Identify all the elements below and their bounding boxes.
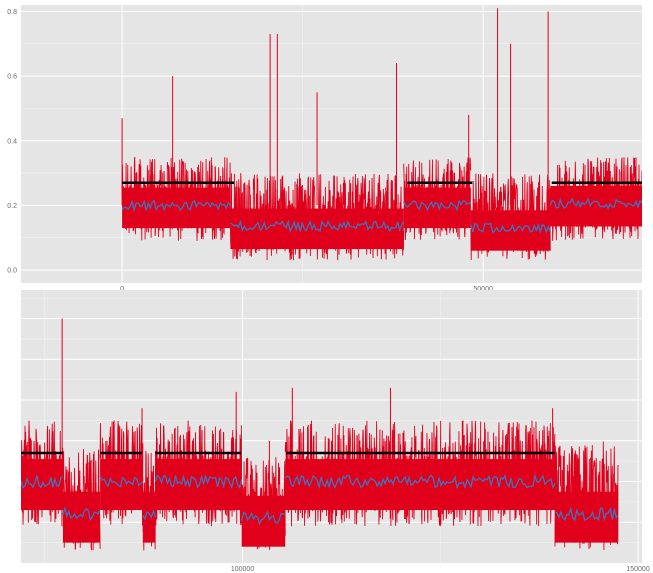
- x-tick-label: 150000: [626, 566, 649, 573]
- smoothed-line-segment: [99, 475, 144, 488]
- bottom-panel: 100000 150000: [21, 290, 650, 573]
- raw-dense-band: [403, 187, 471, 229]
- raw-dense-band: [62, 491, 101, 543]
- raw-dense-band: [122, 187, 231, 229]
- smoothed-line-segment: [21, 475, 64, 489]
- y-tick-label: 0.8: [7, 9, 17, 16]
- smoothed-line-segment: [470, 222, 551, 235]
- smoothed-line-segment: [230, 219, 405, 233]
- smoothed-line-segment: [154, 473, 243, 490]
- smoothed-line-segment: [403, 199, 471, 212]
- top-panel: 0.0 0.2 0.4 0.6 0.8 0 50000: [7, 5, 642, 293]
- smoothed-line-segment: [284, 473, 556, 490]
- y-tick-label: 0.4: [7, 138, 17, 145]
- plot-area: [21, 318, 619, 551]
- smoothed-line-segment: [142, 509, 157, 521]
- raw-dense-band: [142, 491, 156, 543]
- smoothed-series: [21, 473, 619, 526]
- smoothed-line-segment: [241, 510, 286, 526]
- smoothed-line-segment: [121, 199, 231, 213]
- smoothed-line-segment: [549, 197, 642, 210]
- y-tick-label: 0.0: [7, 268, 17, 275]
- plot-area: [121, 8, 642, 261]
- x-tick-label: 0: [120, 286, 124, 293]
- x-tick-label: 100000: [231, 566, 254, 573]
- smoothed-line-segment: [554, 506, 619, 522]
- smoothed-line-segment: [62, 505, 101, 522]
- smoothed-series: [121, 197, 642, 235]
- x-tick-label: 50000: [473, 286, 493, 293]
- y-tick-label: 0.6: [7, 74, 17, 81]
- raw-dense-band: [550, 186, 642, 227]
- y-tick-label: 0.2: [7, 203, 17, 210]
- raw-dense-band: [554, 491, 619, 543]
